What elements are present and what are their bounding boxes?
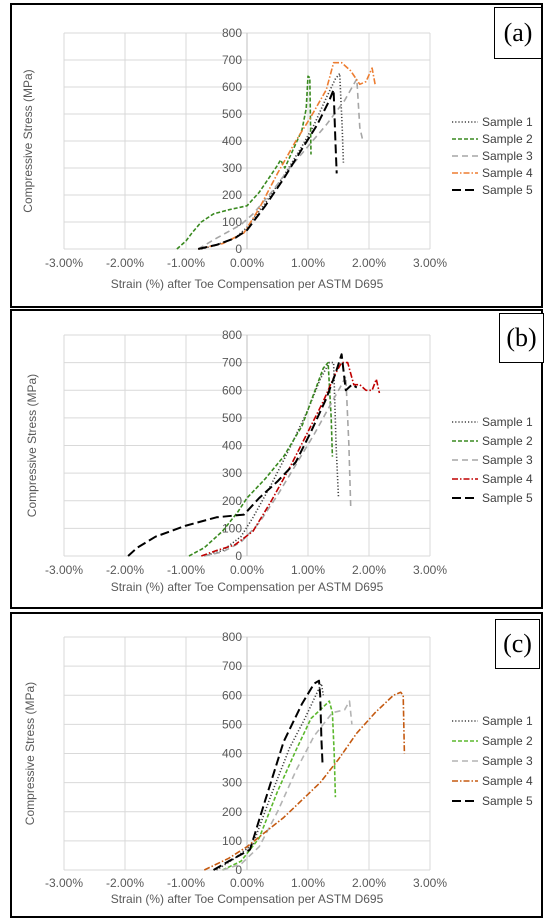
- y-axis-title: Compressive Stress (MPa): [25, 374, 39, 517]
- x-tick-label: -3.00%: [45, 876, 83, 890]
- y-tick-label: 400: [222, 747, 242, 761]
- x-axis-title: Strain (%) after Toe Compensation per AS…: [111, 580, 384, 594]
- series-line-sample-3: [204, 375, 352, 557]
- series-line-sample-3: [197, 78, 364, 250]
- x-tick-label: 3.00%: [413, 563, 447, 577]
- x-tick-label: -2.00%: [106, 256, 144, 270]
- series-line-sample-3: [222, 700, 353, 871]
- y-tick-label: 300: [222, 466, 242, 480]
- x-tick-label: 2.00%: [352, 256, 386, 270]
- y-tick-label: 800: [222, 328, 242, 342]
- series-line-sample-4: [198, 61, 376, 250]
- x-tick-label: -1.00%: [167, 876, 205, 890]
- x-tick-label: 3.00%: [413, 876, 447, 890]
- x-tick-label: 2.00%: [352, 563, 386, 577]
- x-tick-label: -2.00%: [106, 876, 144, 890]
- legend-label-sample-4: Sample 4: [482, 774, 533, 788]
- x-tick-label: -1.00%: [167, 256, 205, 270]
- y-tick-label: 600: [222, 383, 242, 397]
- x-axis-title: Strain (%) after Toe Compensation per AS…: [111, 892, 384, 906]
- series-line-sample-4: [201, 361, 381, 557]
- y-tick-label: 100: [222, 834, 242, 848]
- x-tick-label: -3.00%: [45, 256, 83, 270]
- y-tick-label: 700: [222, 356, 242, 370]
- series-line-sample-5: [127, 353, 358, 557]
- chart-panel-b: 0 100 200 300 400 500 600 700 800 -3.00% -2.00% -1.…: [10, 309, 544, 609]
- y-tick-label: 500: [222, 717, 242, 731]
- y-tick-label: 200: [222, 188, 242, 202]
- y-tick-label: 300: [222, 161, 242, 175]
- y-tick-label: 700: [222, 659, 242, 673]
- y-tick-label: 0: [235, 549, 242, 563]
- y-tick-label: 600: [222, 688, 242, 702]
- panel-label-b: (b): [499, 313, 544, 363]
- x-tick-label: 1.00%: [291, 563, 325, 577]
- y-tick-label: 200: [222, 805, 242, 819]
- legend-label-sample-4: Sample 4: [482, 472, 533, 486]
- x-tick-label: -1.00%: [167, 563, 205, 577]
- y-tick-label: 400: [222, 439, 242, 453]
- y-tick-label: 0: [235, 863, 242, 877]
- y-axis-title: Compressive Stress (MPa): [21, 69, 35, 212]
- legend-label-sample-4: Sample 4: [482, 166, 533, 180]
- y-axis-title: Compressive Stress (MPa): [23, 682, 37, 825]
- legend-label-sample-1: Sample 1: [482, 415, 533, 429]
- y-tick-label: 700: [222, 53, 242, 67]
- y-tick-label: 100: [222, 215, 242, 229]
- legend-label-sample-3: Sample 3: [482, 453, 533, 467]
- x-tick-label: 3.00%: [413, 256, 447, 270]
- legend-label-sample-1: Sample 1: [482, 714, 533, 728]
- legend-label-sample-5: Sample 5: [482, 183, 533, 197]
- legend-label-sample-3: Sample 3: [482, 149, 533, 163]
- x-tick-label: 1.00%: [291, 876, 325, 890]
- x-axis-title: Strain (%) after Toe Compensation per AS…: [111, 277, 384, 291]
- y-tick-label: 0: [235, 242, 242, 256]
- chart-svg-a: 0 100 200 300 400 500 600 700 800 -3.00% -2.00% -1.…: [21, 26, 533, 291]
- series-line-sample-2: [222, 700, 337, 871]
- y-tick-label: 300: [222, 776, 242, 790]
- x-tick-label: -2.00%: [106, 563, 144, 577]
- legend-label-sample-1: Sample 1: [482, 115, 533, 129]
- x-tick-label: 0.00%: [230, 256, 264, 270]
- x-tick-label: 2.00%: [352, 876, 386, 890]
- x-tick-label: 0.00%: [230, 876, 264, 890]
- x-tick-label: 0.00%: [230, 563, 264, 577]
- series-line-sample-4: [203, 691, 406, 871]
- legend-label-sample-2: Sample 2: [482, 132, 533, 146]
- x-tick-label: -3.00%: [45, 563, 83, 577]
- y-tick-label: 200: [222, 494, 242, 508]
- legend-label-sample-2: Sample 2: [482, 434, 533, 448]
- series-line-sample-2: [188, 361, 334, 557]
- y-tick-label: 500: [222, 411, 242, 425]
- series-line-sample-2: [176, 75, 312, 250]
- y-tick-label: 400: [222, 134, 242, 148]
- chart-svg-c: 0 100 200 300 400 500 600 700 800 -3.00% -2.00% -1.…: [23, 630, 533, 906]
- legend-label-sample-3: Sample 3: [482, 754, 533, 768]
- y-tick-label: 800: [222, 630, 242, 644]
- series-line-sample-5: [197, 88, 338, 250]
- legend-label-sample-5: Sample 5: [482, 491, 533, 505]
- chart-panel-a: 0 100 200 300 400 500 600 700 800 -3.00% -2.00% -1.…: [10, 3, 543, 308]
- legend-label-sample-2: Sample 2: [482, 734, 533, 748]
- y-tick-label: 500: [222, 107, 242, 121]
- chart-panel-c: 0 100 200 300 400 500 600 700 800 -3.00% -2.00% -1.…: [10, 612, 543, 918]
- series-line-sample-5: [213, 679, 324, 871]
- legend-label-sample-5: Sample 5: [482, 794, 533, 808]
- y-tick-label: 800: [222, 26, 242, 40]
- y-tick-label: 600: [222, 80, 242, 94]
- panel-label-a: (a): [494, 7, 542, 59]
- panel-label-c: (c): [495, 619, 540, 669]
- x-tick-label: 1.00%: [291, 256, 325, 270]
